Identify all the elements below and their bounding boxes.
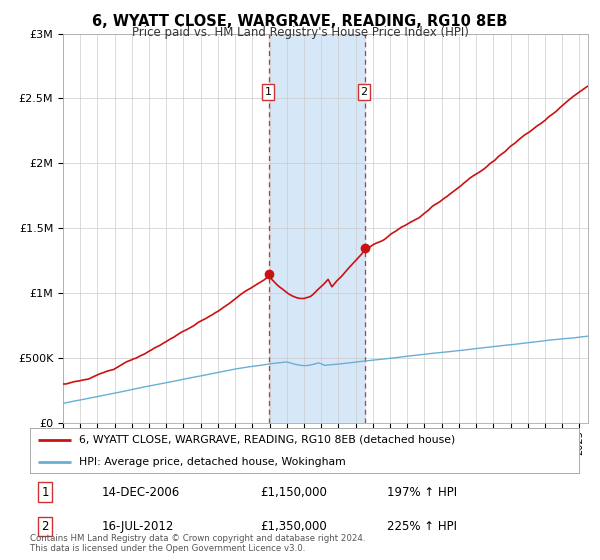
Text: 225% ↑ HPI: 225% ↑ HPI bbox=[387, 520, 457, 533]
Text: 6, WYATT CLOSE, WARGRAVE, READING, RG10 8EB: 6, WYATT CLOSE, WARGRAVE, READING, RG10 … bbox=[92, 14, 508, 29]
Text: 197% ↑ HPI: 197% ↑ HPI bbox=[387, 486, 457, 499]
Bar bbox=[269, 34, 365, 423]
Text: HPI: Average price, detached house, Wokingham: HPI: Average price, detached house, Woki… bbox=[79, 457, 346, 467]
Text: 1: 1 bbox=[265, 87, 272, 97]
Text: 1: 1 bbox=[41, 486, 49, 499]
Text: Contains HM Land Registry data © Crown copyright and database right 2024.
This d: Contains HM Land Registry data © Crown c… bbox=[30, 534, 365, 553]
Text: £1,150,000: £1,150,000 bbox=[260, 486, 328, 499]
Text: 6, WYATT CLOSE, WARGRAVE, READING, RG10 8EB (detached house): 6, WYATT CLOSE, WARGRAVE, READING, RG10 … bbox=[79, 435, 455, 445]
Text: Price paid vs. HM Land Registry's House Price Index (HPI): Price paid vs. HM Land Registry's House … bbox=[131, 26, 469, 39]
Text: 16-JUL-2012: 16-JUL-2012 bbox=[101, 520, 174, 533]
Text: 2: 2 bbox=[41, 520, 49, 533]
Text: £1,350,000: £1,350,000 bbox=[260, 520, 328, 533]
Text: 2: 2 bbox=[361, 87, 368, 97]
Text: 14-DEC-2006: 14-DEC-2006 bbox=[101, 486, 179, 499]
